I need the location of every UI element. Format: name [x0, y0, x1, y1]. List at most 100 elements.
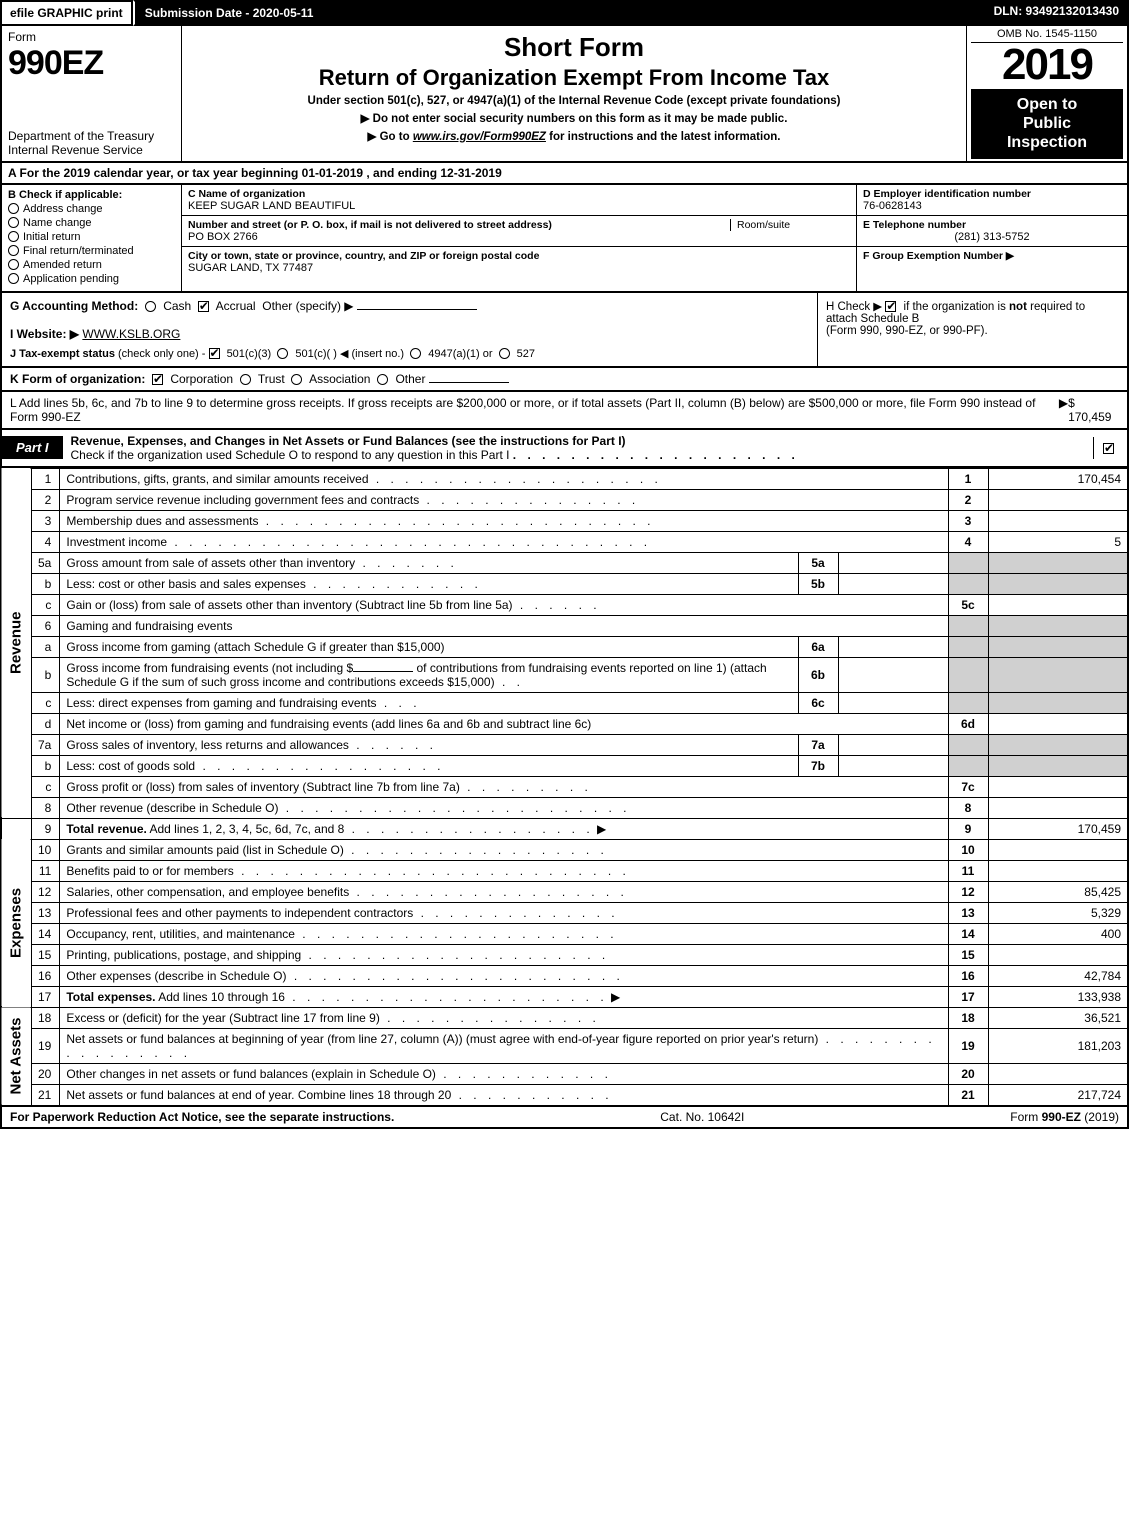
open2: Public	[975, 114, 1119, 133]
section-k: K Form of organization: Corporation Trus…	[0, 368, 1129, 392]
form990ez-link[interactable]: www.irs.gov/Form990EZ	[413, 131, 546, 143]
line-6c: c Less: direct expenses from gaming and …	[1, 692, 1128, 713]
h-not: not	[1009, 301, 1027, 313]
i-label: I Website: ▶	[10, 327, 79, 341]
sub3-pre: ▶ Go to	[368, 131, 413, 143]
chk-amended-return[interactable]: Amended return	[8, 259, 175, 271]
part-i-checkbox[interactable]	[1093, 437, 1127, 459]
org-street-cell: Room/suite Number and street (or P. O. b…	[182, 216, 856, 247]
street-value: PO BOX 2766	[188, 231, 850, 243]
section-def: D Employer identification number 76-0628…	[857, 185, 1127, 291]
chk-application-pending[interactable]: Application pending	[8, 273, 175, 285]
chk-name-change[interactable]: Name change	[8, 217, 175, 229]
group-exemption-cell: F Group Exemption Number ▶	[857, 247, 1127, 265]
section-b-title: B Check if applicable:	[8, 189, 175, 201]
line-5a: 5a Gross amount from sale of assets othe…	[1, 552, 1128, 573]
chk-initial-return[interactable]: Initial return	[8, 231, 175, 243]
city-value: SUGAR LAND, TX 77487	[188, 262, 850, 274]
irs-label: Internal Revenue Service	[8, 143, 175, 157]
section-c: C Name of organization KEEP SUGAR LAND B…	[182, 185, 857, 291]
chk-address-change[interactable]: Address change	[8, 203, 175, 215]
part-i-tab: Part I	[2, 436, 63, 459]
line-12: 12 Salaries, other compensation, and emp…	[1, 881, 1128, 902]
chk-other-org[interactable]	[377, 374, 388, 385]
g-label: G Accounting Method:	[10, 299, 138, 313]
open3: Inspection	[975, 133, 1119, 152]
part-i-title: Revenue, Expenses, and Changes in Net As…	[63, 430, 1093, 466]
chk-cash[interactable]	[145, 301, 156, 312]
line-17: 17 Total expenses. Add lines 10 through …	[1, 986, 1128, 1007]
sub3-post: for instructions and the latest informat…	[546, 131, 781, 143]
line6b-amount-input[interactable]	[353, 671, 413, 672]
phone-cell: E Telephone number (281) 313-5752	[857, 216, 1127, 247]
line-5c: c Gain or (loss) from sale of assets oth…	[1, 594, 1128, 615]
chk-501c3[interactable]	[209, 348, 220, 359]
chk-trust[interactable]	[240, 374, 251, 385]
revenue-side-label: Revenue	[1, 468, 32, 818]
org-info-grid: B Check if applicable: Address change Na…	[0, 185, 1129, 293]
city-label: City or town, state or province, country…	[188, 250, 850, 262]
page-footer: For Paperwork Reduction Act Notice, see …	[0, 1107, 1129, 1129]
chk-final-return[interactable]: Final return/terminated	[8, 245, 175, 257]
submission-date-label: Submission Date - 2020-05-11	[133, 0, 326, 26]
footer-right: Form 990-EZ (2019)	[1010, 1110, 1119, 1124]
form-sub2: ▶ Do not enter social security numbers o…	[192, 111, 956, 125]
chk-527[interactable]	[499, 348, 510, 359]
j-label: J Tax-exempt status	[10, 348, 115, 360]
phone-label: E Telephone number	[863, 219, 1121, 231]
gh-row: G Accounting Method: Cash Accrual Other …	[0, 293, 1129, 368]
chk-accrual[interactable]	[198, 301, 209, 312]
l-arrow: ▶	[1059, 396, 1068, 410]
line-6: 6 Gaming and fundraising events	[1, 615, 1128, 636]
chk-schedule-b[interactable]	[885, 301, 896, 312]
form-title: Return of Organization Exempt From Incom…	[192, 65, 956, 91]
line-16: 16 Other expenses (describe in Schedule …	[1, 965, 1128, 986]
line-11: 11 Benefits paid to or for members . . .…	[1, 860, 1128, 881]
dln-label: DLN: 93492132013430	[984, 0, 1129, 26]
chk-4947a1[interactable]	[410, 348, 421, 359]
chk-corporation[interactable]	[152, 374, 163, 385]
part-i-table: Revenue 1 Contributions, gifts, grants, …	[0, 468, 1129, 1107]
other-org-input[interactable]	[429, 382, 509, 383]
org-name-value: KEEP SUGAR LAND BEAUTIFUL	[188, 200, 850, 212]
chk-association[interactable]	[291, 374, 302, 385]
org-name-label: C Name of organization	[188, 188, 850, 200]
header-left: Form 990EZ Department of the Treasury In…	[2, 26, 182, 161]
org-name-cell: C Name of organization KEEP SUGAR LAND B…	[182, 185, 856, 216]
line-10: Expenses 10 Grants and similar amounts p…	[1, 839, 1128, 860]
dept-label: Department of the Treasury	[8, 129, 175, 143]
form-label: Form	[8, 30, 175, 44]
line-1: Revenue 1 Contributions, gifts, grants, …	[1, 468, 1128, 489]
org-city-cell: City or town, state or province, country…	[182, 247, 856, 277]
chk-501c[interactable]	[277, 348, 288, 359]
line-20: 20 Other changes in net assets or fund b…	[1, 1063, 1128, 1084]
ein-value: 76-0628143	[863, 200, 1121, 212]
tax-year: 2019	[971, 43, 1123, 87]
form-number: 990EZ	[8, 44, 175, 83]
part-i-header: Part I Revenue, Expenses, and Changes in…	[0, 430, 1129, 468]
other-specify-input[interactable]	[357, 309, 477, 310]
website-link[interactable]: WWW.KSLB.ORG	[82, 327, 180, 341]
line-21: 21 Net assets or fund balances at end of…	[1, 1084, 1128, 1106]
k-label: K Form of organization:	[10, 372, 145, 386]
h-text2: if the organization is	[904, 301, 1009, 313]
l-text: L Add lines 5b, 6c, and 7b to line 9 to …	[10, 396, 1059, 424]
efile-print-label[interactable]: efile GRAPHIC print	[0, 0, 133, 26]
j-paren: (check only one) -	[118, 348, 208, 360]
line-7c: c Gross profit or (loss) from sales of i…	[1, 776, 1128, 797]
form-sub1: Under section 501(c), 527, or 4947(a)(1)…	[192, 95, 956, 107]
tax-period-row: A For the 2019 calendar year, or tax yea…	[0, 163, 1129, 185]
line-6b: b Gross income from fundraising events (…	[1, 657, 1128, 692]
line-7b: b Less: cost of goods sold . . . . . . .…	[1, 755, 1128, 776]
phone-value: (281) 313-5752	[863, 231, 1121, 243]
top-bar: efile GRAPHIC print Submission Date - 20…	[0, 0, 1129, 26]
form-sub3: ▶ Go to www.irs.gov/Form990EZ for instru…	[192, 129, 956, 143]
room-suite-label: Room/suite	[730, 219, 850, 231]
form-header: Form 990EZ Department of the Treasury In…	[0, 26, 1129, 163]
topbar-spacer	[325, 0, 983, 26]
ein-cell: D Employer identification number 76-0628…	[857, 185, 1127, 216]
short-form-title: Short Form	[192, 32, 956, 63]
h-text4: (Form 990, 990-EZ, or 990-PF).	[826, 325, 988, 337]
line-5b: b Less: cost or other basis and sales ex…	[1, 573, 1128, 594]
footer-left: For Paperwork Reduction Act Notice, see …	[10, 1110, 394, 1124]
